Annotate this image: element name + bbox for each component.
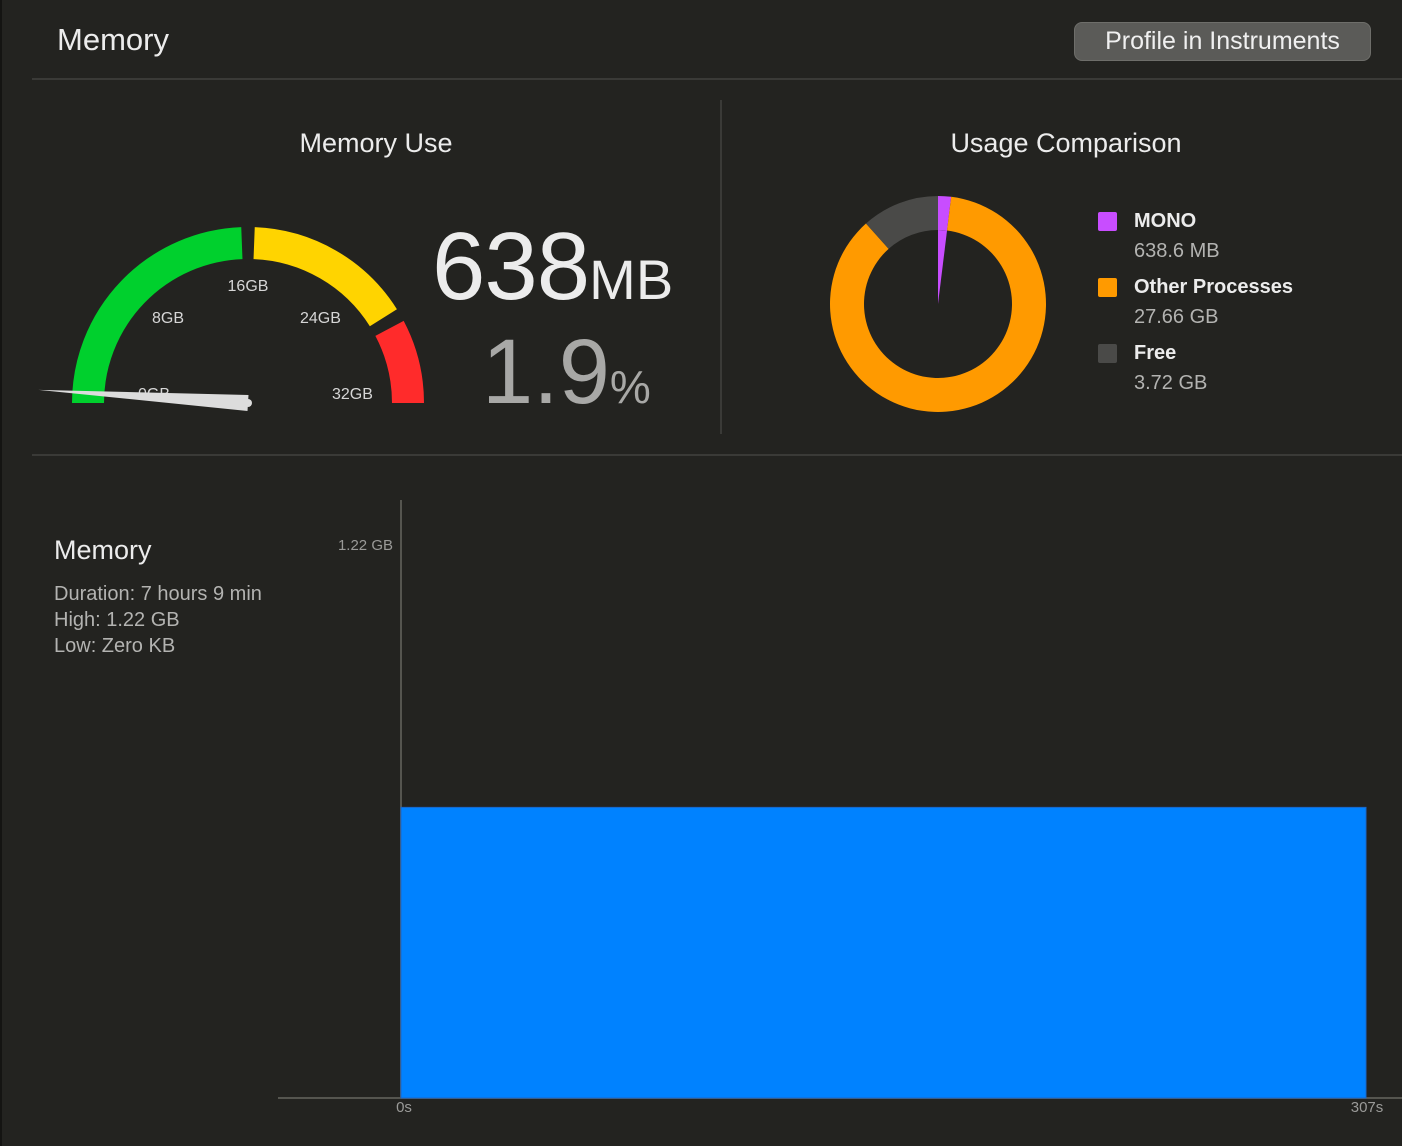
gauge-tick-label: 8GB (152, 310, 184, 327)
memory-value-number: 638 (432, 213, 590, 320)
gauge-tick-label: 16GB (228, 278, 269, 295)
legend-swatch-mono (1098, 212, 1117, 231)
gauge-zone-red (375, 320, 424, 404)
x-tick-label: 307s (1351, 1099, 1384, 1116)
donut-slice-other-processes (830, 196, 1046, 413)
legend-name: Free (1134, 342, 1177, 364)
page-title: Memory (57, 22, 169, 57)
memory-use-title: Memory Use (299, 128, 453, 158)
donut-slice-free (865, 196, 938, 249)
memory-gauge: 0GB 8GB 16GB 24GB 32GB (38, 227, 424, 411)
memory-low: Low: Zero KB (54, 635, 176, 657)
gauge-tick-label: 32GB (332, 386, 373, 403)
legend-name: MONO (1134, 210, 1197, 232)
donut-slice-mono (938, 196, 952, 231)
legend-swatch-free (1098, 344, 1117, 363)
gauge-zone-green (72, 227, 243, 404)
memory-percent-unit: % (609, 361, 651, 413)
memory-percent: 1.9% (482, 320, 651, 425)
donut-mono-pointer (938, 230, 948, 304)
y-tick-label: 1.22 GB (338, 537, 393, 554)
gauge-needle (38, 389, 249, 411)
gauge-tick-label: 24GB (300, 310, 341, 327)
legend-value: 27.66 GB (1134, 306, 1219, 328)
memory-percent-number: 1.9 (482, 321, 610, 423)
legend-value: 3.72 GB (1134, 372, 1208, 394)
memory-chart: 1.22 GB 0s 307s (278, 500, 1402, 1116)
x-tick-label: 0s (396, 1099, 412, 1116)
memory-duration: Duration: 7 hours 9 min (54, 583, 262, 605)
window-edge (0, 0, 2, 1146)
gauge-zone-yellow (253, 227, 397, 327)
memory-high: High: 1.22 GB (54, 609, 180, 631)
usage-donut (830, 196, 1046, 413)
content-divider (32, 454, 1402, 456)
memory-area-fill (400, 806, 1367, 1099)
legend-value: 638.6 MB (1134, 240, 1220, 262)
section-divider (720, 100, 722, 434)
memory-chart-title: Memory (54, 535, 152, 565)
header-divider (32, 78, 1402, 80)
memory-value: 638MB (432, 212, 673, 322)
profile-in-instruments-button[interactable]: Profile in Instruments (1074, 22, 1371, 61)
gauge-needle-hub (244, 399, 252, 407)
usage-comparison-title: Usage Comparison (950, 128, 1182, 158)
legend-swatch-other-processes (1098, 278, 1117, 297)
memory-value-unit: MB (589, 248, 674, 311)
legend-name: Other Processes (1134, 276, 1293, 298)
